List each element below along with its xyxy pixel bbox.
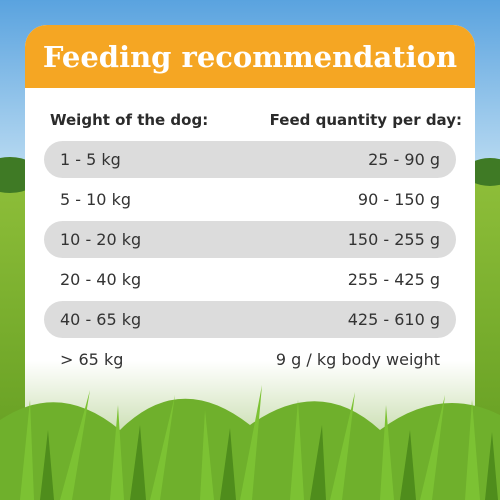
header: Feeding recommendation [25, 25, 475, 88]
table-row: 20 - 40 kg 255 - 425 g [44, 261, 456, 298]
table-row: > 65 kg 9 g / kg body weight [44, 341, 456, 378]
grass-blades-dark [40, 425, 498, 500]
table-cell: 40 - 65 kg [60, 310, 142, 329]
table-cell: 9 g / kg body weight [275, 350, 440, 369]
column-header: Weight of the dog: [50, 111, 209, 129]
table-cell: 90 - 150 g [357, 190, 440, 209]
title: Feeding recommendation [42, 39, 458, 74]
table-cell: 150 - 255 g [347, 230, 440, 249]
table-row: 10 - 20 kg 150 - 255 g [44, 221, 456, 258]
table-cell: 20 - 40 kg [60, 270, 142, 289]
table-row: 40 - 65 kg 425 - 610 g [44, 301, 456, 338]
table-cell: 425 - 610 g [347, 310, 440, 329]
table-cell: 1 - 5 kg [60, 150, 121, 169]
table-cell: 255 - 425 g [347, 270, 440, 289]
table-row: 5 - 10 kg 90 - 150 g [44, 181, 456, 218]
table-cell: 25 - 90 g [368, 150, 440, 169]
grass-blades [20, 385, 480, 500]
table-cell: 10 - 20 kg [60, 230, 142, 249]
table-cell: > 65 kg [60, 350, 124, 369]
table-row: 1 - 5 kg 25 - 90 g [44, 141, 456, 178]
card: Feeding recommendation Weight of the dog… [25, 25, 475, 445]
table-cell: 5 - 10 kg [60, 190, 131, 209]
column-header: Feed quantity per day: [269, 111, 462, 129]
